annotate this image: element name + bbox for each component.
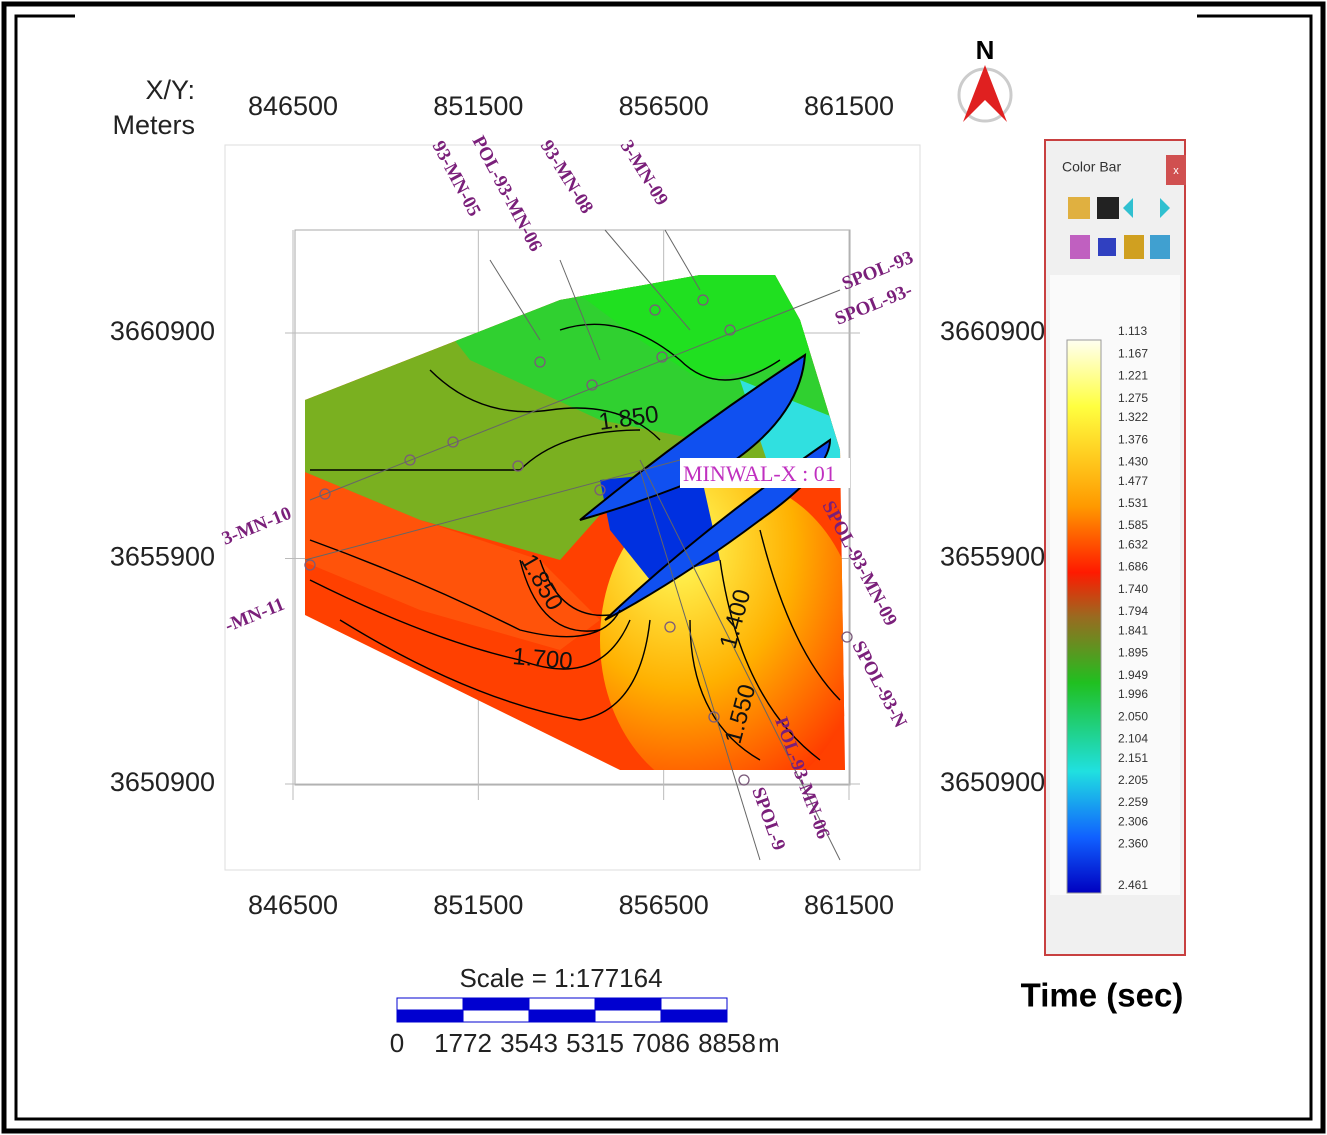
x-tick-label: 861500 — [804, 91, 894, 121]
color-bar-label: 1.794 — [1118, 604, 1148, 618]
x-tick-label: 851500 — [433, 91, 523, 121]
contour-label: 1.700 — [511, 643, 573, 675]
scale-segment — [397, 998, 463, 1010]
scale-segment — [463, 998, 529, 1010]
color-bar-label: 2.104 — [1118, 731, 1148, 745]
color-bar-label: 1.531 — [1118, 496, 1148, 510]
axis-label: X/Y: — [145, 75, 195, 105]
x-tick-label: 861500 — [804, 890, 894, 920]
color-bar-label: 1.376 — [1118, 432, 1148, 446]
color-bar-label: 1.740 — [1118, 582, 1148, 596]
color-bar-label: 1.686 — [1118, 560, 1148, 574]
color-bar-label: 1.632 — [1118, 537, 1148, 551]
color-bar — [1067, 340, 1101, 893]
x-tick-label: 851500 — [433, 890, 523, 920]
save-button[interactable] — [1097, 197, 1119, 219]
x-tick-label: 846500 — [248, 91, 338, 121]
color-bar-title: Color Bar — [1062, 159, 1121, 175]
scale-segment — [529, 1010, 595, 1022]
scale-bar — [397, 998, 727, 1022]
y-tick-label: 3650900 — [110, 767, 215, 797]
color-bar-label: 2.461 — [1118, 878, 1148, 892]
color-bar-label: 2.151 — [1118, 751, 1148, 765]
color-bar-label: 1.322 — [1118, 410, 1148, 424]
color-bar-label: 1.949 — [1118, 668, 1148, 682]
scale-segment — [529, 998, 595, 1010]
figure: 93-MN-05 POL-93-MN-06 93-MN-08 3-MN-09 S… — [0, 0, 1327, 1135]
color-bar-label: 1.585 — [1118, 518, 1148, 532]
x-tick-label: 856500 — [619, 890, 709, 920]
scale-segment — [661, 998, 727, 1010]
scale-tick-label: 3543 — [500, 1028, 558, 1058]
color-bar-label: 1.895 — [1118, 646, 1148, 660]
open-button[interactable] — [1068, 197, 1090, 219]
y-tick-label: 3655900 — [110, 542, 215, 572]
color-bar-label: 1.477 — [1118, 474, 1148, 488]
tool-button[interactable] — [1124, 235, 1144, 259]
scale-segment — [661, 1010, 727, 1022]
close-label[interactable]: x — [1173, 165, 1179, 177]
well-label: MINWAL-X : 01 — [683, 461, 836, 486]
north-label: N — [976, 35, 995, 65]
scale-segment — [595, 998, 661, 1010]
y-tick-label: 3655900 — [940, 542, 1045, 572]
color-bar-label: 1.167 — [1118, 346, 1148, 360]
scale-tick-label: 0 — [390, 1028, 404, 1058]
y-tick-label: 3650900 — [940, 767, 1045, 797]
color-bar-label: 1.430 — [1118, 454, 1148, 468]
scale-segment — [397, 1010, 463, 1022]
tool-button[interactable] — [1150, 235, 1170, 259]
color-bar-label: 1.841 — [1118, 623, 1148, 637]
y-tick-label: 3660900 — [940, 316, 1045, 346]
color-bar-label: 1.113 — [1118, 324, 1147, 338]
axis-label: Meters — [112, 110, 195, 140]
frame-gap — [75, 8, 1197, 20]
scale-tick-label: 7086 — [632, 1028, 690, 1058]
color-bar-label: 1.996 — [1118, 687, 1148, 701]
scale-segment — [463, 1010, 529, 1022]
color-bar-label: 2.205 — [1118, 773, 1148, 787]
color-bar-label: 2.050 — [1118, 709, 1148, 723]
color-bar-label: 2.360 — [1118, 837, 1148, 851]
x-tick-label: 846500 — [248, 890, 338, 920]
color-bar-label: 1.221 — [1118, 369, 1148, 383]
scale-unit: m — [758, 1028, 780, 1058]
tool-button[interactable] — [1070, 235, 1090, 259]
color-bar-caption: Time (sec) — [1021, 977, 1184, 1014]
color-bar-labels: 1.113 1.167 1.221 1.275 1.322 1.376 1.430 1.477… — [1118, 324, 1148, 892]
scale-tick-label: 8858 — [698, 1028, 756, 1058]
color-bar-label: 2.306 — [1118, 814, 1148, 828]
scale-tick-label: 1772 — [434, 1028, 492, 1058]
scale-tick-label: 5315 — [566, 1028, 624, 1058]
scale-title: Scale = 1:177164 — [459, 963, 662, 993]
tool-button[interactable] — [1098, 238, 1116, 256]
y-tick-label: 3660900 — [110, 316, 215, 346]
x-tick-label: 856500 — [619, 91, 709, 121]
scale-segment — [595, 1010, 661, 1022]
color-bar-label: 1.275 — [1118, 391, 1148, 405]
color-bar-label: 2.259 — [1118, 795, 1148, 809]
